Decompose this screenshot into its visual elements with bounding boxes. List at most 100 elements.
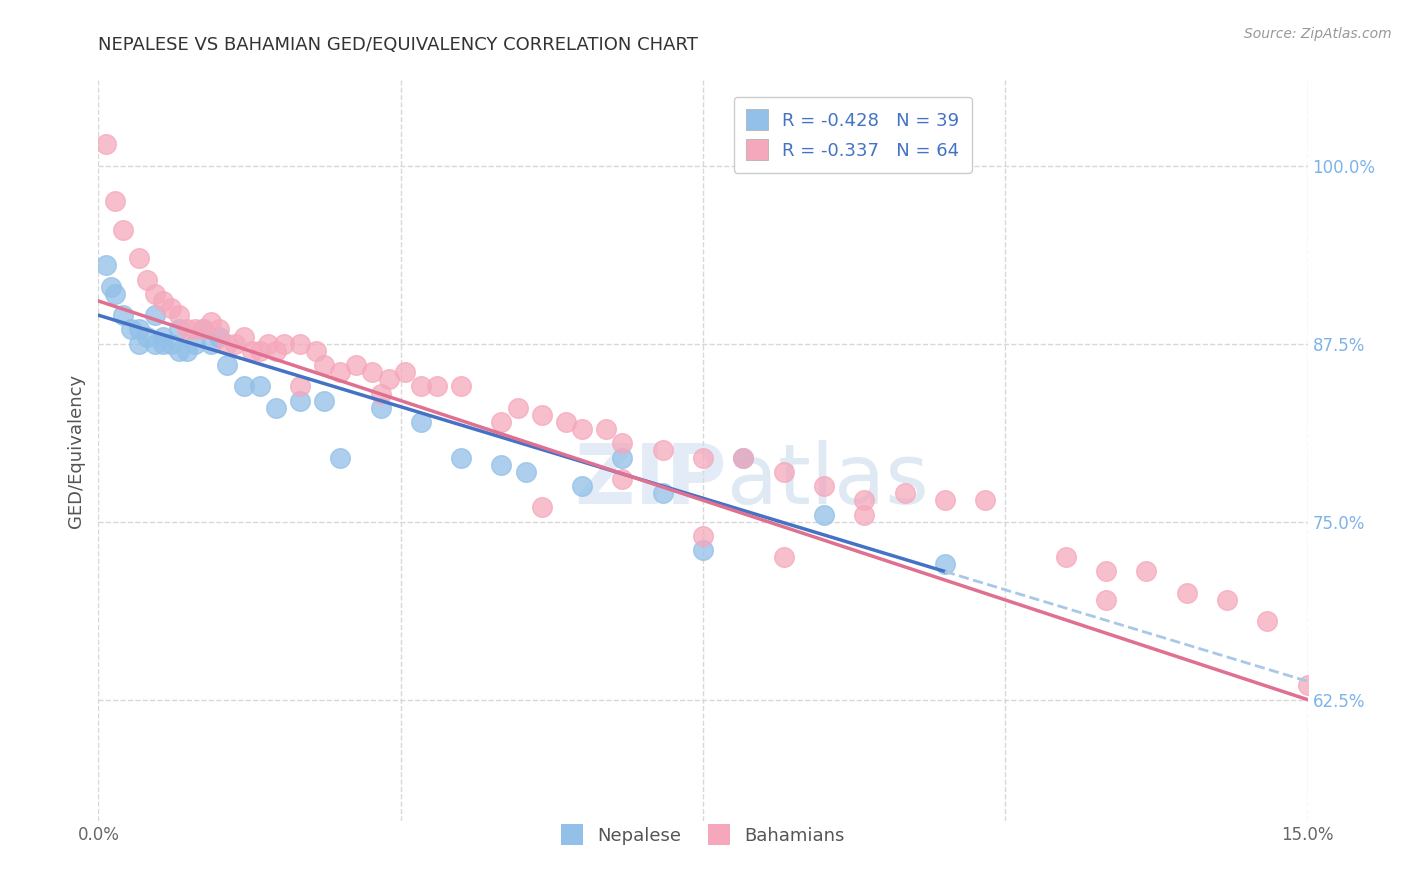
Point <box>1054 550 1077 565</box>
Point <box>974 493 997 508</box>
Point <box>813 508 835 522</box>
Point <box>184 336 207 351</box>
Text: ZIP: ZIP <box>575 440 727 521</box>
Point <box>176 343 198 358</box>
Point <box>193 322 215 336</box>
Point <box>651 486 673 500</box>
Point <box>103 194 125 209</box>
Point <box>506 401 529 415</box>
Point <box>264 401 287 415</box>
Point <box>249 379 271 393</box>
Point <box>176 322 198 336</box>
Point <box>208 329 231 343</box>
Point <box>160 301 183 315</box>
Point <box>893 486 915 500</box>
Point <box>167 322 190 336</box>
Point <box>128 252 150 266</box>
Point <box>143 308 166 322</box>
Y-axis label: GED/Equivalency: GED/Equivalency <box>66 374 84 527</box>
Point <box>813 479 835 493</box>
Point <box>120 322 142 336</box>
Text: Source: ZipAtlas.com: Source: ZipAtlas.com <box>1244 27 1392 41</box>
Point <box>853 508 876 522</box>
Point <box>344 358 367 372</box>
Point <box>135 329 157 343</box>
Point <box>934 493 956 508</box>
Point <box>111 223 134 237</box>
Point <box>305 343 328 358</box>
Point <box>571 422 593 436</box>
Point <box>772 465 794 479</box>
Point <box>692 543 714 558</box>
Point <box>571 479 593 493</box>
Point <box>273 336 295 351</box>
Point <box>256 336 278 351</box>
Point <box>217 358 239 372</box>
Point <box>692 529 714 543</box>
Point <box>167 343 190 358</box>
Point <box>1216 593 1239 607</box>
Point <box>1256 615 1278 629</box>
Point <box>491 458 513 472</box>
Point <box>167 308 190 322</box>
Point <box>1135 565 1157 579</box>
Point <box>772 550 794 565</box>
Point <box>426 379 449 393</box>
Point <box>370 401 392 415</box>
Point <box>249 343 271 358</box>
Point <box>96 137 118 152</box>
Point <box>224 336 246 351</box>
Point <box>217 336 239 351</box>
Point <box>612 436 634 450</box>
Point <box>651 443 673 458</box>
Point <box>152 329 174 343</box>
Point <box>264 343 287 358</box>
Point <box>128 322 150 336</box>
Point <box>143 336 166 351</box>
Point <box>409 415 432 429</box>
Point <box>612 472 634 486</box>
Point <box>128 336 150 351</box>
Point <box>240 343 263 358</box>
Point <box>193 322 215 336</box>
Point <box>314 393 336 408</box>
Point <box>329 365 352 379</box>
Point <box>491 415 513 429</box>
Point <box>1095 565 1118 579</box>
Legend: Nepalese, Bahamians: Nepalese, Bahamians <box>554 817 852 853</box>
Point <box>96 258 118 272</box>
Point <box>450 450 472 465</box>
Point <box>612 450 634 465</box>
Point <box>288 336 311 351</box>
Point <box>853 493 876 508</box>
Point <box>595 422 617 436</box>
Point <box>232 379 254 393</box>
Point <box>160 336 183 351</box>
Text: NEPALESE VS BAHAMIAN GED/EQUIVALENCY CORRELATION CHART: NEPALESE VS BAHAMIAN GED/EQUIVALENCY COR… <box>98 36 699 54</box>
Point <box>111 308 134 322</box>
Point <box>450 379 472 393</box>
Point <box>184 322 207 336</box>
Point <box>733 450 755 465</box>
Text: atlas: atlas <box>727 440 929 521</box>
Point <box>1175 586 1198 600</box>
Point <box>530 408 553 422</box>
Point <box>314 358 336 372</box>
Point <box>329 450 352 465</box>
Point <box>370 386 392 401</box>
Point <box>232 329 254 343</box>
Point <box>135 272 157 286</box>
Point <box>394 365 416 379</box>
Point <box>1296 678 1319 692</box>
Point <box>361 365 384 379</box>
Point <box>103 286 125 301</box>
Point <box>555 415 578 429</box>
Point <box>152 336 174 351</box>
Point <box>143 286 166 301</box>
Point <box>377 372 399 386</box>
Point <box>200 315 222 329</box>
Point <box>1095 593 1118 607</box>
Point <box>200 336 222 351</box>
Point <box>692 450 714 465</box>
Point <box>288 393 311 408</box>
